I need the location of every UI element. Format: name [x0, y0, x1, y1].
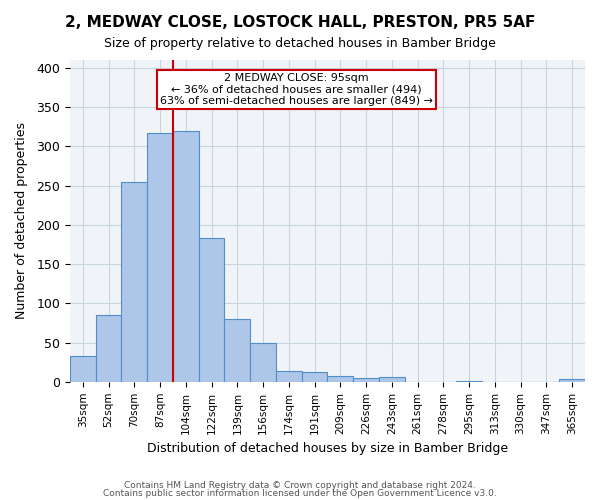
- Bar: [147, 133, 173, 382]
- Bar: [328, 376, 353, 382]
- Text: 2, MEDWAY CLOSE, LOSTOCK HALL, PRESTON, PR5 5AF: 2, MEDWAY CLOSE, LOSTOCK HALL, PRESTON, …: [65, 15, 535, 30]
- Text: Contains HM Land Registry data © Crown copyright and database right 2024.: Contains HM Land Registry data © Crown c…: [124, 481, 476, 490]
- Bar: [199, 238, 224, 382]
- Bar: [121, 182, 147, 382]
- Bar: [224, 319, 250, 382]
- Text: 2 MEDWAY CLOSE: 95sqm
← 36% of detached houses are smaller (494)
63% of semi-det: 2 MEDWAY CLOSE: 95sqm ← 36% of detached …: [160, 73, 433, 106]
- Text: Contains public sector information licensed under the Open Government Licence v3: Contains public sector information licen…: [103, 488, 497, 498]
- Bar: [379, 377, 405, 382]
- Bar: [456, 381, 482, 382]
- Text: Size of property relative to detached houses in Bamber Bridge: Size of property relative to detached ho…: [104, 38, 496, 51]
- Bar: [70, 356, 95, 382]
- Bar: [95, 315, 121, 382]
- Y-axis label: Number of detached properties: Number of detached properties: [15, 122, 28, 320]
- Bar: [353, 378, 379, 382]
- Bar: [250, 342, 276, 382]
- X-axis label: Distribution of detached houses by size in Bamber Bridge: Distribution of detached houses by size …: [147, 442, 508, 455]
- Bar: [559, 380, 585, 382]
- Bar: [302, 372, 328, 382]
- Bar: [173, 130, 199, 382]
- Bar: [276, 371, 302, 382]
